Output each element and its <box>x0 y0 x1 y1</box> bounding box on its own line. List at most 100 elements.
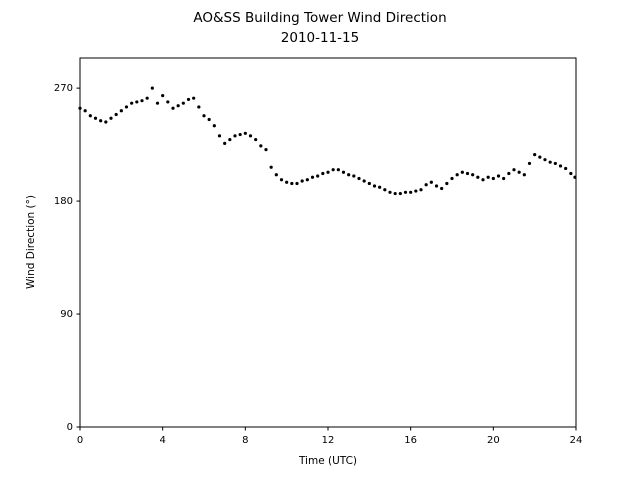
data-point <box>398 191 402 196</box>
x-tick-label: 0 <box>77 435 83 446</box>
data-point <box>352 174 356 178</box>
data-point <box>502 176 506 181</box>
data-point <box>440 186 444 191</box>
data-point <box>186 97 191 102</box>
data-point <box>465 171 470 176</box>
data-point <box>104 120 108 124</box>
data-point <box>548 160 552 164</box>
data-point <box>99 119 103 123</box>
data-point <box>445 181 449 186</box>
data-point <box>471 173 475 177</box>
data-point <box>279 178 284 182</box>
data-point <box>522 173 526 177</box>
data-point <box>83 109 87 113</box>
x-tick-label: 20 <box>487 435 500 446</box>
data-point <box>326 170 330 174</box>
data-point <box>533 153 537 157</box>
data-point <box>512 168 516 172</box>
data-point <box>161 94 165 98</box>
data-point <box>228 137 232 142</box>
data-point <box>507 171 511 176</box>
data-point <box>155 101 160 105</box>
data-point <box>517 170 521 174</box>
data-point <box>192 96 196 100</box>
data-point <box>553 161 557 166</box>
y-tick-label: 0 <box>67 422 73 433</box>
data-point <box>341 170 346 174</box>
data-point <box>93 116 98 120</box>
data-point <box>223 141 227 145</box>
data-point <box>336 168 340 172</box>
data-point <box>558 164 563 168</box>
data-point <box>403 190 408 194</box>
data-point <box>538 155 542 159</box>
data-point <box>362 179 366 183</box>
data-point <box>269 165 273 169</box>
data-point <box>321 171 325 176</box>
data-point <box>378 185 382 189</box>
data-point <box>212 124 216 128</box>
x-tick-label: 24 <box>570 435 583 446</box>
y-axis-label: Wind Direction (°) <box>25 195 37 289</box>
data-point <box>486 175 490 179</box>
x-tick-label: 8 <box>242 435 248 446</box>
data-point <box>372 184 377 188</box>
data-point <box>388 190 392 194</box>
data-point <box>145 96 149 100</box>
data-point <box>254 137 258 142</box>
data-point <box>496 174 501 178</box>
data-point <box>217 134 222 138</box>
data-point <box>233 134 237 138</box>
data-point <box>88 114 92 118</box>
x-tick-label: 12 <box>322 435 335 446</box>
data-point <box>248 134 253 138</box>
chart-subtitle: 2010-11-15 <box>281 30 359 46</box>
data-point <box>119 109 123 113</box>
data-point <box>434 184 439 188</box>
data-point <box>367 181 371 186</box>
data-point <box>310 175 315 179</box>
data-point <box>409 190 413 194</box>
data-point <box>476 175 480 179</box>
data-point <box>450 176 454 181</box>
data-point <box>491 176 495 181</box>
data-point <box>331 168 335 172</box>
data-point <box>429 180 433 184</box>
data-point <box>150 86 154 90</box>
data-point <box>181 101 185 105</box>
data-point <box>202 114 206 118</box>
data-point <box>569 171 573 176</box>
data-point <box>305 178 309 182</box>
data-point <box>290 181 294 186</box>
data-point <box>543 158 547 162</box>
data-point <box>424 183 428 187</box>
data-point <box>316 174 320 178</box>
data-point <box>481 178 485 182</box>
data-point <box>171 106 175 110</box>
x-tick-label: 4 <box>159 435 165 446</box>
data-point <box>197 105 201 109</box>
data-point <box>455 173 459 177</box>
plot-frame <box>79 57 577 428</box>
y-tick-label: 270 <box>54 83 73 94</box>
data-point <box>295 181 299 186</box>
chart-title: AO&SS Building Tower Wind Direction <box>193 10 446 26</box>
data-point <box>130 101 134 105</box>
y-tick-label: 180 <box>54 196 73 207</box>
data-point <box>383 188 387 192</box>
data-point <box>78 106 82 110</box>
data-point <box>527 161 532 166</box>
data-point <box>238 132 242 137</box>
data-point <box>419 188 423 192</box>
data-point <box>109 116 113 120</box>
x-tick-label: 16 <box>404 435 417 446</box>
data-point <box>357 176 361 181</box>
data-point <box>259 144 263 148</box>
data-point <box>347 173 351 177</box>
data-point <box>140 99 144 103</box>
data-point <box>114 112 118 117</box>
data-point <box>166 100 170 104</box>
data-point <box>573 175 577 179</box>
data-point <box>264 148 268 152</box>
